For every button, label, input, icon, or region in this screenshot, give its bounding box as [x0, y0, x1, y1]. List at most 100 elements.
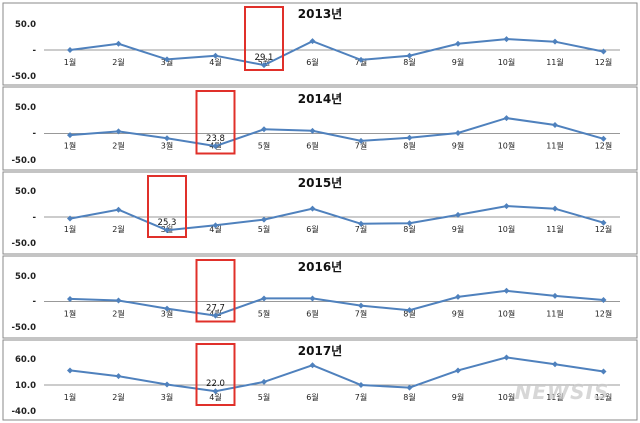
x-tick-label: 1월 — [64, 57, 76, 67]
data-point — [455, 293, 461, 300]
x-tick-label: 1월 — [64, 224, 76, 234]
y-tick-label: - — [32, 297, 36, 307]
y-tick-label: 50.0 — [15, 272, 36, 282]
data-point — [67, 367, 73, 374]
x-tick-label: 3월 — [161, 392, 173, 402]
data-point — [164, 227, 170, 234]
data-point — [358, 137, 364, 144]
data-point — [115, 40, 122, 47]
data-point — [164, 381, 170, 388]
y-tick-label: - — [32, 129, 36, 139]
data-label: 22.0 — [206, 379, 225, 389]
data-point — [503, 287, 510, 294]
x-tick-label: 7월 — [355, 141, 367, 151]
chart-panel-2: 2014년50.0--50.01월2월3월4월5월6월7월8월9월10월11월1… — [2, 86, 638, 171]
x-tick-label: 10월 — [498, 309, 516, 319]
data-point — [358, 220, 364, 227]
data-point — [309, 127, 316, 134]
highlight-box — [195, 343, 236, 406]
data-point — [455, 367, 461, 374]
highlight-box — [244, 6, 284, 71]
x-tick-label: 8월 — [403, 141, 415, 151]
data-point — [164, 135, 170, 142]
series-line — [69, 205, 604, 232]
data-point — [212, 312, 219, 319]
x-tick-label: 2월 — [112, 224, 124, 234]
data-point — [309, 205, 316, 212]
data-point — [406, 52, 413, 59]
chart-title: 2015년 — [298, 176, 342, 190]
data-label: 29.1 — [255, 53, 274, 63]
data-point — [115, 373, 122, 380]
data-point — [600, 48, 607, 55]
highlight-box — [195, 259, 236, 323]
x-tick-label: 6월 — [306, 224, 318, 234]
chart-panel-3: 2015년50.0--50.01월2월3월4월5월6월7월8월9월10월11월1… — [2, 171, 638, 255]
x-tick-label: 1월 — [64, 309, 76, 319]
data-point — [600, 219, 607, 226]
x-tick-label: 2월 — [112, 57, 124, 67]
data-label: 25.3 — [158, 218, 177, 228]
data-point — [552, 38, 558, 45]
y-tick-label: 50.0 — [15, 187, 36, 197]
x-tick-label: 8월 — [403, 57, 415, 67]
data-point — [455, 129, 461, 136]
data-point — [455, 40, 461, 47]
data-point — [309, 295, 316, 302]
x-tick-label: 9월 — [452, 309, 464, 319]
chart-panel-4: 2016년50.0--50.01월2월3월4월5월6월7월8월9월10월11월1… — [2, 255, 638, 339]
x-tick-label: 3월 — [161, 141, 173, 151]
data-point — [261, 126, 267, 133]
series-line — [69, 117, 604, 148]
highlight-box — [147, 175, 187, 238]
data-point — [503, 354, 510, 361]
data-point — [309, 362, 316, 369]
newsis-watermark: NEWSIS — [515, 380, 610, 404]
x-tick-label: 12월 — [595, 392, 613, 402]
y-tick-label: - — [32, 46, 36, 56]
data-point — [600, 135, 607, 142]
data-point — [600, 368, 607, 375]
x-tick-label: 6월 — [306, 392, 318, 402]
x-tick-label: 9월 — [452, 392, 464, 402]
chart-title: 2017년 — [298, 344, 342, 358]
x-tick-label: 4월 — [209, 224, 221, 234]
data-point — [212, 52, 219, 59]
data-point — [600, 296, 607, 303]
panel-frame — [2, 255, 638, 339]
y-tick-label: 50.0 — [15, 20, 36, 30]
highlight-box — [195, 90, 236, 155]
data-point — [406, 220, 413, 227]
x-tick-label: 12월 — [595, 309, 613, 319]
x-tick-label: 3월 — [161, 309, 173, 319]
chart-title: 2013년 — [298, 7, 342, 21]
data-point — [261, 216, 267, 223]
chart-panel-5: 2017년 60.0 10.0 -40.0 1월 2월 3월 4월 5월 6월 7월 8월 9월 10월 1… — [2, 339, 638, 421]
x-tick-label: 2월 — [112, 309, 124, 319]
data-point — [115, 206, 122, 213]
data-point — [261, 62, 267, 69]
data-label: 27.7 — [206, 304, 225, 314]
panel-frame — [2, 171, 638, 255]
data-point — [358, 56, 364, 63]
y-tick-label: 10.0 — [15, 381, 36, 391]
x-tick-label: 10월 — [498, 224, 516, 234]
x-tick-label: 10월 — [498, 141, 516, 151]
data-point — [552, 292, 558, 299]
chart-title: 2014년 — [298, 92, 342, 106]
series-line — [69, 38, 604, 67]
data-point — [309, 38, 316, 45]
x-tick-label: 7월 — [355, 392, 367, 402]
x-tick-label: 9월 — [452, 224, 464, 234]
x-tick-label: 11월 — [546, 224, 564, 234]
x-tick-label: 5월 — [258, 392, 270, 402]
x-tick-label: 10월 — [498, 57, 516, 67]
x-tick-label: 7월 — [355, 224, 367, 234]
x-tick-label: 9월 — [452, 141, 464, 151]
x-tick-label: 2월 — [112, 392, 124, 402]
chart-panel-1: 2013년50.0--50.01월2월3월4월5월6월7월8월9월10월11월1… — [2, 2, 638, 86]
x-tick-label: 9월 — [452, 57, 464, 67]
x-tick-label: 5월 — [258, 141, 270, 151]
y-tick-label: -50.0 — [12, 323, 37, 333]
x-tick-label: 6월 — [306, 141, 318, 151]
